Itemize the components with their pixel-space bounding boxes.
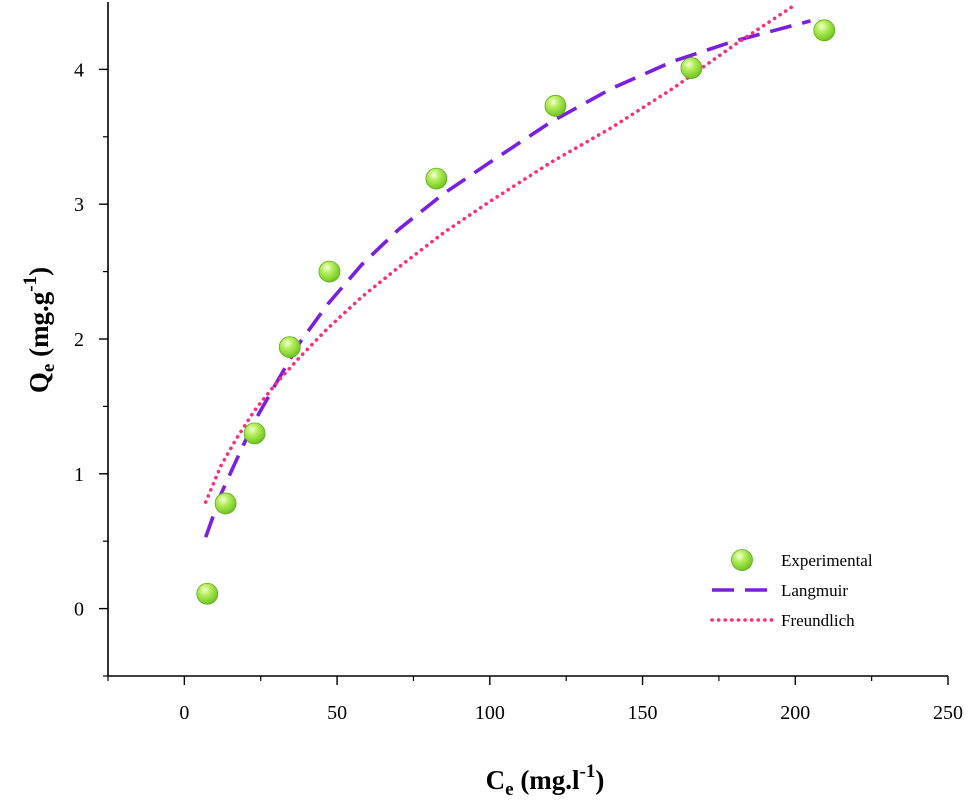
experimental-point (425, 167, 448, 190)
x-tick-label: 250 (933, 702, 963, 724)
legend-marker-experimental (731, 549, 753, 571)
freundlich-fit-line (203, 2, 798, 504)
fit-lines (203, 2, 811, 538)
experimental-point (318, 260, 341, 283)
x-axis-title: Ce (mg.l-1) (486, 761, 605, 800)
experimental-point (196, 582, 219, 605)
data-points (196, 19, 836, 605)
legend-label-experimental: Experimental (781, 551, 873, 570)
x-tick-label: 200 (780, 702, 810, 724)
experimental-point (278, 336, 301, 358)
experimental-point (214, 492, 237, 515)
y-tick-label: 2 (74, 329, 84, 351)
x-tick-label: 0 (179, 702, 189, 724)
x-tick-label: 50 (327, 702, 347, 724)
y-tick-label: 1 (74, 464, 84, 486)
experimental-point (813, 19, 836, 42)
legend: Experimental Langmuir Freundlich (710, 549, 873, 630)
x-tick-label: 150 (628, 702, 658, 724)
x-tick-label: 100 (475, 702, 505, 724)
experimental-point (680, 57, 703, 79)
axes (107, 2, 948, 677)
langmuir-fit-line (204, 19, 811, 538)
legend-label-freundlich: Freundlich (781, 611, 855, 630)
experimental-point (243, 422, 266, 445)
legend-label-langmuir: Langmuir (781, 581, 848, 600)
y-tick-label: 4 (74, 59, 84, 81)
axis-ticks: 0 50 100 150 200 250 0 1 2 3 4 (74, 59, 963, 724)
y-tick-label: 0 (74, 599, 84, 621)
y-tick-label: 3 (74, 194, 84, 216)
experimental-point (544, 94, 567, 117)
y-axis-title: Qe (mg.g-1) (20, 267, 59, 393)
